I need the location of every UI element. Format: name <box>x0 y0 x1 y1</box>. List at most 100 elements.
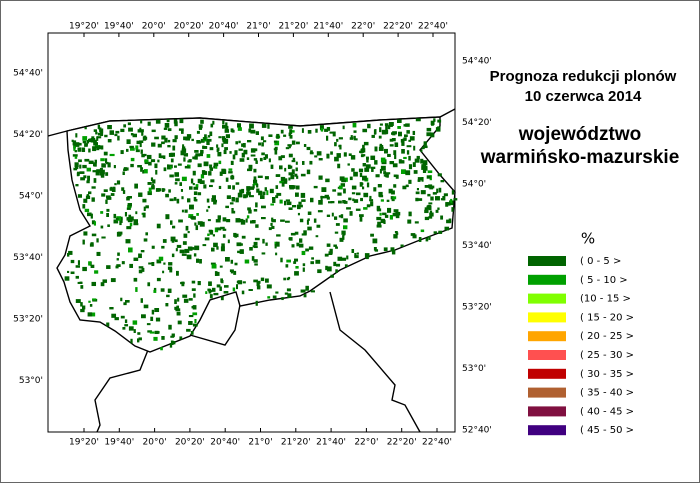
cell <box>297 212 300 216</box>
cell <box>293 261 297 264</box>
cell <box>212 234 215 237</box>
cell <box>289 129 293 134</box>
cell <box>80 308 85 313</box>
cell <box>413 145 416 151</box>
cell <box>383 247 388 252</box>
cell <box>334 142 337 147</box>
cell <box>162 239 167 243</box>
cell <box>109 307 114 310</box>
cell <box>395 213 400 219</box>
cell <box>376 205 381 211</box>
cell <box>219 286 222 291</box>
cell <box>297 204 301 210</box>
cell <box>289 165 293 169</box>
cell <box>129 263 134 268</box>
cell <box>353 138 358 141</box>
cell <box>143 136 146 140</box>
cell <box>86 180 90 184</box>
cell <box>324 253 329 257</box>
cell <box>243 143 246 148</box>
legend-swatch <box>528 406 566 417</box>
cell <box>276 133 280 139</box>
cell <box>222 138 227 143</box>
cell <box>310 290 315 293</box>
cell <box>264 176 269 180</box>
cell <box>384 214 389 218</box>
cell <box>337 256 343 261</box>
cell <box>86 194 90 198</box>
cell <box>241 188 245 194</box>
cell <box>389 161 395 165</box>
cell <box>301 233 307 236</box>
cell <box>281 297 284 301</box>
cell <box>251 220 256 224</box>
cell <box>84 208 90 213</box>
cell <box>291 140 296 145</box>
cell <box>179 118 184 124</box>
cell <box>200 152 203 157</box>
cell <box>156 277 161 282</box>
cell <box>206 138 212 142</box>
cell <box>313 185 318 189</box>
cell <box>105 172 109 176</box>
cell <box>220 296 224 301</box>
cell <box>355 208 361 211</box>
cell <box>337 163 341 169</box>
cell <box>222 234 226 238</box>
cell <box>295 167 298 172</box>
cell <box>182 241 187 245</box>
cell <box>106 161 109 165</box>
cell <box>183 157 186 162</box>
cell <box>107 162 111 168</box>
cell <box>302 161 305 165</box>
cell <box>263 156 267 160</box>
cell <box>181 209 184 213</box>
cell <box>295 185 300 190</box>
cell <box>230 259 234 264</box>
cell <box>93 142 99 146</box>
legend-swatch <box>528 274 566 285</box>
cell <box>278 156 283 161</box>
cell <box>157 143 162 148</box>
cell <box>150 177 154 182</box>
left-tick-label: 53°0' <box>19 376 43 386</box>
cell <box>366 156 369 160</box>
cell <box>348 153 352 156</box>
cell <box>424 209 429 214</box>
cell <box>289 186 295 190</box>
cell <box>256 183 259 188</box>
cell <box>379 145 384 149</box>
cell <box>123 302 127 306</box>
cell <box>116 180 121 185</box>
cell <box>246 186 251 191</box>
cell <box>379 212 382 216</box>
cell <box>228 171 233 174</box>
legend-swatch <box>528 293 566 304</box>
cell <box>172 139 177 143</box>
cell <box>191 247 195 250</box>
cell <box>162 270 165 274</box>
cell <box>170 158 174 163</box>
crop-cells <box>64 118 458 351</box>
cell <box>453 198 458 201</box>
cell <box>213 292 219 296</box>
cell <box>309 160 313 165</box>
cell <box>387 153 391 157</box>
cell <box>113 165 116 169</box>
cell <box>169 343 173 348</box>
cell <box>190 178 194 184</box>
cell <box>256 188 260 193</box>
cell <box>393 174 398 178</box>
cell <box>283 134 287 137</box>
cell <box>334 216 338 220</box>
cell <box>146 154 152 160</box>
cell <box>326 266 332 272</box>
cell <box>177 320 182 325</box>
cell <box>451 190 455 195</box>
cell <box>311 257 315 260</box>
cell <box>379 168 382 174</box>
cell <box>232 287 236 292</box>
cell <box>416 188 420 191</box>
cell <box>393 184 397 188</box>
cell <box>362 175 367 181</box>
